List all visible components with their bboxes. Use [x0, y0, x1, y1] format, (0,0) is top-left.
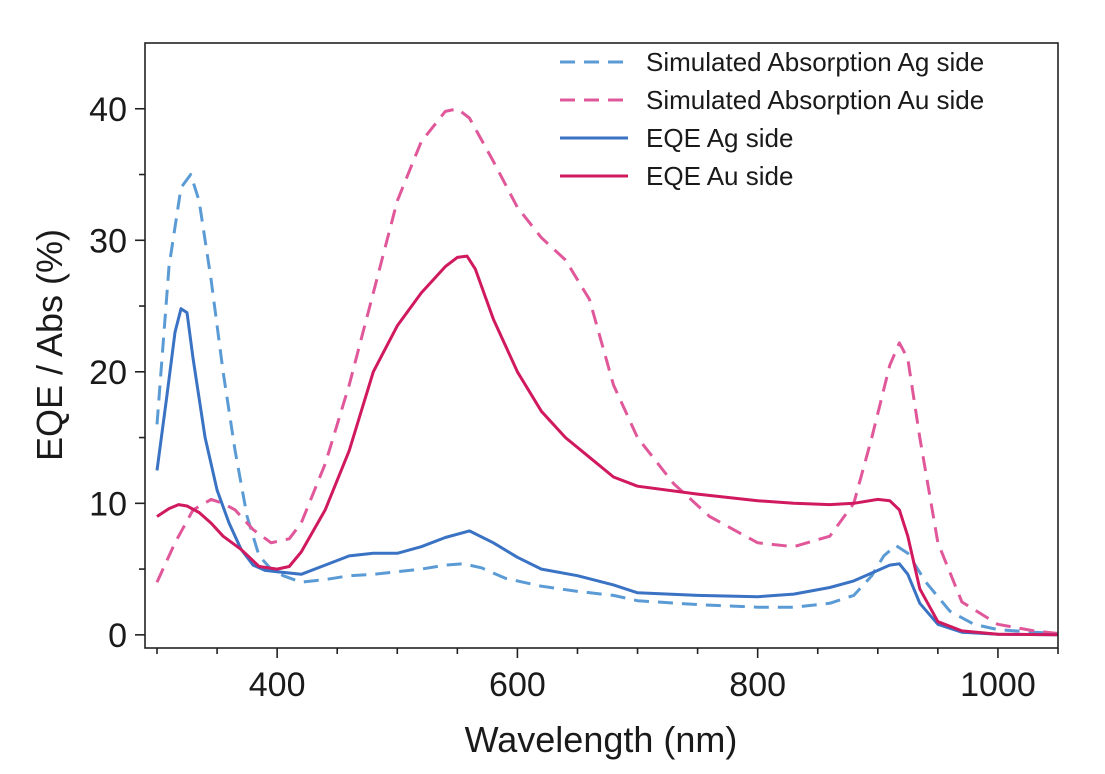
legend-label-eqe-ag-side: EQE Ag side: [646, 123, 793, 153]
y-tick-label: 10: [89, 485, 127, 523]
x-tick-label: 400: [249, 666, 306, 704]
plot-frame: [144, 42, 1059, 649]
series-line-simulated-absorption-au-side: [155, 107, 1058, 635]
y-tick-label: 0: [108, 617, 127, 655]
y-tick-label: 40: [89, 91, 127, 129]
x-tick-label: 600: [489, 666, 546, 704]
y-tick-label: 20: [89, 354, 127, 392]
series-line-eqe-au-side: [156, 254, 1058, 637]
ticks-layer: 400 600 800 1000 0 10 20 30 40: [89, 91, 1059, 704]
series-line-eqe-ag-side: [155, 307, 1058, 637]
legend-label-simulated-absorption-ag-side: Simulated Absorption Ag side: [646, 47, 984, 77]
legend: Simulated Absorption Ag side Simulated Ab…: [560, 47, 984, 191]
x-axis-title: Wavelength (nm): [465, 719, 738, 760]
legend-label-eqe-au-side: EQE Au side: [646, 161, 793, 191]
x-tick-label: 1000: [960, 666, 1036, 704]
y-tick-label: 30: [89, 222, 127, 260]
series-line-simulated-absorption-ag-side: [155, 173, 1058, 635]
legend-label-simulated-absorption-au-side: Simulated Absorption Au side: [646, 85, 984, 115]
series-layer: [155, 107, 1058, 637]
x-tick-label: 800: [729, 666, 786, 704]
y-axis-title: EQE / Abs (%): [29, 229, 70, 461]
